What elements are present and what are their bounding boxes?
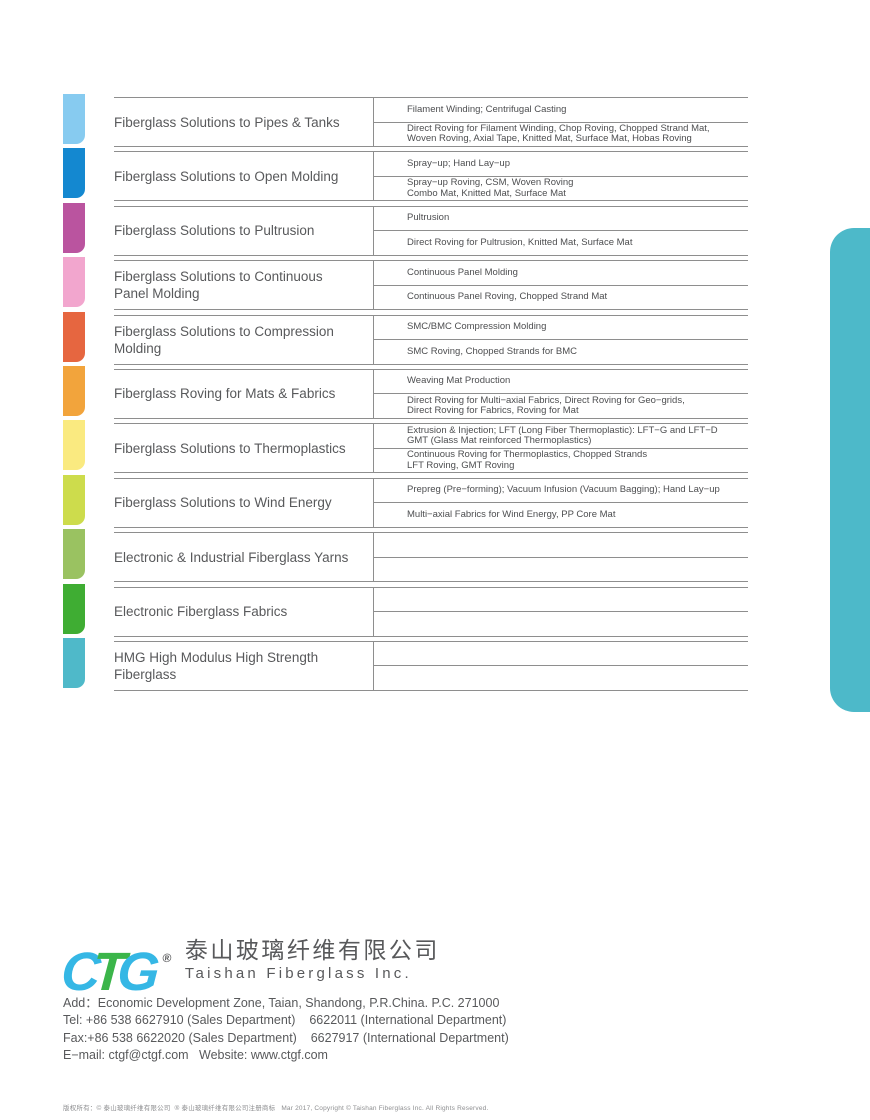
color-tab bbox=[63, 529, 85, 580]
company-name-chinese: 泰山玻璃纤维有限公司 bbox=[184, 937, 440, 963]
process-cell bbox=[374, 642, 748, 667]
detail-column: Pultrusion Direct Roving for Pultrusion,… bbox=[374, 207, 748, 255]
color-tab bbox=[63, 94, 85, 144]
detail-column: Prepreg (Pre−forming); Vacuum Infusion (… bbox=[374, 479, 748, 527]
copyright-notice: 版权所有：© 泰山玻璃纤维有限公司 ® 泰山玻璃纤维有限公司注册商标 Mar 2… bbox=[63, 1105, 489, 1112]
process-cell bbox=[374, 588, 748, 613]
detail-column: Spray−up; Hand Lay−up Spray−up Roving, C… bbox=[374, 152, 748, 200]
process-cell: Weaving Mat Production bbox=[374, 370, 748, 395]
process-cell bbox=[374, 533, 748, 558]
table-row: Fiberglass Solutions to Pultrusion Pultr… bbox=[63, 202, 748, 256]
color-tab bbox=[63, 365, 85, 416]
logo-letter-g: G bbox=[115, 942, 154, 1002]
products-cell: Continuous Panel Roving, Chopped Strand … bbox=[407, 291, 608, 303]
category-label: Fiberglass Solutions to Compression Mold… bbox=[114, 315, 374, 364]
products-cell: Direct Roving for Pultrusion, Knitted Ma… bbox=[407, 236, 633, 248]
table-row: Fiberglass Solutions to Thermoplastics E… bbox=[63, 420, 748, 474]
process-cell: Continuous Panel Molding bbox=[374, 261, 748, 286]
process-cell: Pultrusion bbox=[374, 207, 748, 232]
category-label: Fiberglass Solutions to Pultrusion bbox=[114, 206, 374, 255]
tel-line: Tel: +86 538 6627910 (Sales Department) … bbox=[63, 1013, 507, 1028]
contact-info: Add：Economic Development Zone, Taian, Sh… bbox=[63, 995, 509, 1065]
email-website-line: E−mail: ctgf@ctgf.com Website: www.ctgf.… bbox=[63, 1048, 328, 1063]
products-cell bbox=[374, 666, 748, 690]
products-cell bbox=[374, 612, 748, 636]
ctg-logo-icon: CTG ® bbox=[59, 933, 179, 1002]
solutions-table: Fiberglass Solutions to Pipes & Tanks Fi… bbox=[63, 94, 748, 695]
process-cell: Filament Winding; Centrifugal Casting bbox=[374, 98, 748, 123]
table-row: Fiberglass Solutions to Continuous Panel… bbox=[63, 257, 748, 311]
table-row: Electronic Fiberglass Fabrics bbox=[63, 583, 748, 637]
color-tab bbox=[63, 148, 85, 199]
page-edge-tab bbox=[830, 228, 870, 712]
products-cell: Spray−up Roving, CSM, Woven Roving Combo… bbox=[407, 177, 574, 199]
company-name: 泰山玻璃纤维有限公司 Taishan Fiberglass Inc. bbox=[185, 933, 440, 983]
fax-line: Fax:+86 538 6622020 (Sales Department) 6… bbox=[63, 1030, 509, 1045]
table-row: Fiberglass Roving for Mats & Fabrics Wea… bbox=[63, 365, 748, 419]
color-tab bbox=[63, 311, 85, 362]
table-row: Fiberglass Solutions to Compression Mold… bbox=[63, 311, 748, 365]
color-tab bbox=[63, 583, 85, 634]
detail-column: Weaving Mat Production Direct Roving for… bbox=[374, 370, 748, 418]
detail-column: Filament Winding; Centrifugal Casting Di… bbox=[374, 98, 748, 146]
color-tab bbox=[63, 474, 85, 525]
color-tab bbox=[63, 420, 85, 471]
detail-column: SMC/BMC Compression Molding SMC Roving, … bbox=[374, 316, 748, 364]
address-line: Add：Economic Development Zone, Taian, Sh… bbox=[63, 996, 500, 1010]
logo-letter-c: C bbox=[59, 942, 95, 1002]
category-label: Fiberglass Solutions to Thermoplastics bbox=[114, 424, 374, 473]
detail-column bbox=[374, 533, 748, 581]
table-row: Fiberglass Solutions to Pipes & Tanks Fi… bbox=[63, 94, 748, 147]
process-cell: SMC/BMC Compression Molding bbox=[374, 316, 748, 341]
category-label: Electronic Fiberglass Fabrics bbox=[114, 587, 374, 636]
table-row: Electronic & Industrial Fiberglass Yarns bbox=[63, 529, 748, 583]
detail-column bbox=[374, 642, 748, 690]
detail-column: Continuous Panel Molding Continuous Pane… bbox=[374, 261, 748, 309]
products-cell: Multi−axial Fabrics for Wind Energy, PP … bbox=[407, 508, 616, 520]
category-label: Fiberglass Solutions to Continuous Panel… bbox=[114, 261, 374, 310]
company-logo: CTG ® 泰山玻璃纤维有限公司 Taishan Fiberglass Inc. bbox=[59, 933, 440, 1002]
products-cell: Direct Roving for Multi−axial Fabrics, D… bbox=[407, 394, 685, 417]
table-row: Fiberglass Solutions to Wind Energy Prep… bbox=[63, 474, 748, 528]
category-label: Fiberglass Solutions to Wind Energy bbox=[114, 478, 374, 527]
registered-trademark-icon: ® bbox=[162, 951, 172, 965]
category-label: Electronic & Industrial Fiberglass Yarns bbox=[114, 533, 374, 582]
products-cell: Continuous Roving for Thermoplastics, Ch… bbox=[407, 449, 648, 471]
detail-column: Extrusion & Injection; LFT (Long Fiber T… bbox=[374, 424, 748, 472]
process-cell: Extrusion & Injection; LFT (Long Fiber T… bbox=[374, 424, 748, 449]
table-row: HMG High Modulus High Strength Fiberglas… bbox=[63, 637, 748, 691]
process-cell: Prepreg (Pre−forming); Vacuum Infusion (… bbox=[374, 479, 748, 504]
products-cell: SMC Roving, Chopped Strands for BMC bbox=[407, 345, 578, 357]
process-cell: Spray−up; Hand Lay−up bbox=[374, 152, 748, 177]
category-label: Fiberglass Solutions to Pipes & Tanks bbox=[114, 98, 374, 146]
table-row: Fiberglass Solutions to Open Molding Spr… bbox=[63, 148, 748, 202]
category-label: Fiberglass Solutions to Open Molding bbox=[114, 152, 374, 201]
color-tab bbox=[63, 257, 85, 308]
color-tab bbox=[63, 637, 85, 688]
products-cell bbox=[374, 558, 748, 582]
category-label: HMG High Modulus High Strength Fiberglas… bbox=[114, 641, 374, 690]
detail-column bbox=[374, 588, 748, 636]
color-tab bbox=[63, 202, 85, 253]
products-cell: Direct Roving for Filament Winding, Chop… bbox=[407, 122, 710, 145]
company-name-english: Taishan Fiberglass Inc. bbox=[184, 965, 412, 982]
category-label: Fiberglass Roving for Mats & Fabrics bbox=[114, 369, 374, 418]
